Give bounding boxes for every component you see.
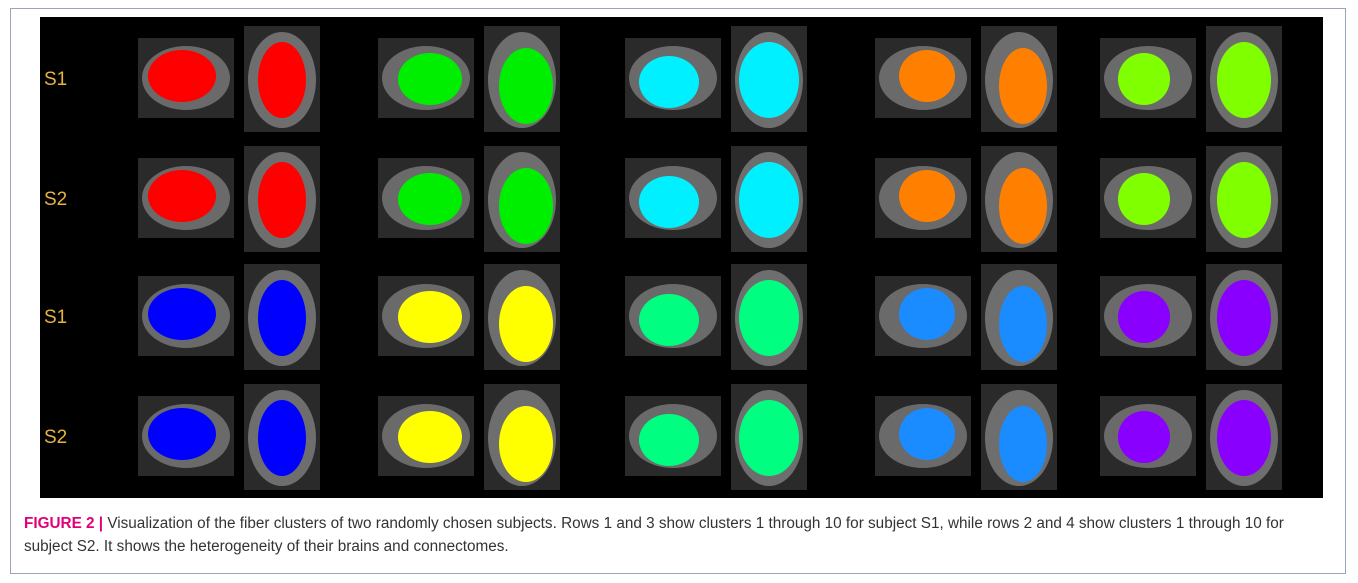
row-label: S2 [44,427,67,448]
fiber-cluster [639,414,699,466]
figure-panel: S1 S2 S1 S2 [40,17,1323,498]
fiber-cluster [639,176,699,228]
row-label: S1 [44,69,67,90]
fiber-cluster [1118,53,1170,105]
fiber-cluster [899,288,955,340]
fiber-cluster [148,408,216,460]
fiber-cluster [398,291,462,343]
fiber-cluster [148,50,216,102]
fiber-cluster [499,406,553,482]
fiber-cluster [999,286,1047,362]
caption-label: FIGURE 2 | [24,515,103,532]
fiber-cluster [739,280,799,356]
fiber-cluster [999,406,1047,482]
fiber-cluster [1217,400,1271,476]
fiber-cluster [639,56,699,108]
fiber-cluster [398,53,462,105]
fiber-cluster [1217,280,1271,356]
fiber-cluster [999,48,1047,124]
fiber-cluster [258,162,306,238]
fiber-cluster [1217,42,1271,118]
fiber-cluster [899,170,955,222]
row-label: S1 [44,307,67,328]
fiber-cluster [739,162,799,238]
fiber-cluster [739,42,799,118]
fiber-cluster [398,173,462,225]
fiber-cluster [999,168,1047,244]
fiber-cluster [639,294,699,346]
fiber-cluster [499,168,553,244]
row-label: S2 [44,189,67,210]
fiber-cluster [1217,162,1271,238]
fiber-cluster [148,170,216,222]
fiber-cluster [899,50,955,102]
fiber-cluster [398,411,462,463]
fiber-cluster [499,286,553,362]
fiber-cluster [258,400,306,476]
fiber-cluster [899,408,955,460]
caption-text: Visualization of the fiber clusters of t… [24,515,1284,555]
fiber-cluster [258,280,306,356]
fiber-cluster [148,288,216,340]
fiber-cluster [1118,291,1170,343]
fiber-cluster [499,48,553,124]
figure-caption: FIGURE 2 | Visualization of the fiber cl… [24,512,1334,558]
fiber-cluster [258,42,306,118]
fiber-cluster [1118,411,1170,463]
fiber-cluster [1118,173,1170,225]
page: S1 S2 S1 S2 FIGURE 2 | Visualization of the… [0,0,1358,583]
fiber-cluster [739,400,799,476]
